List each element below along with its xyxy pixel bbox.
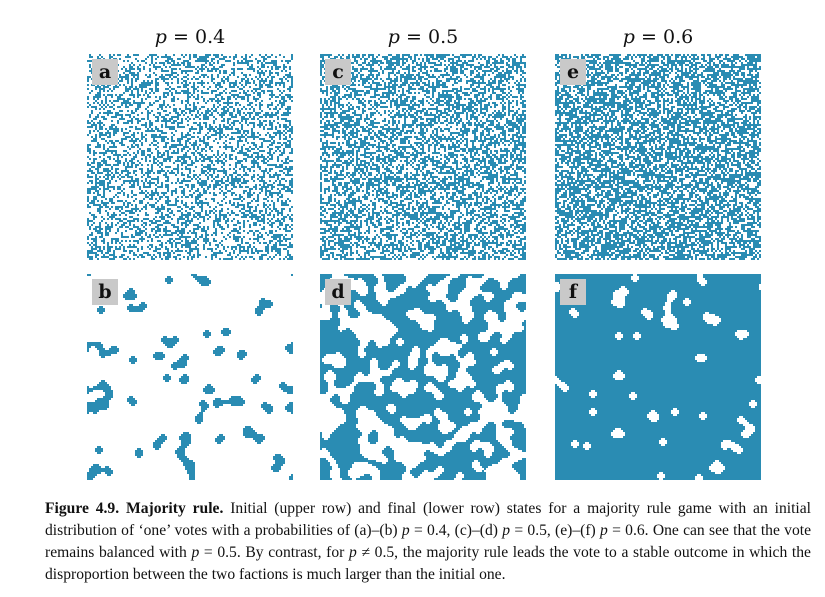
caption-title: Majority rule. — [126, 500, 224, 517]
caption-text: = 0.5, (e)–(f) — [514, 522, 596, 539]
panel-label: e — [560, 59, 586, 85]
lattice-image — [555, 274, 761, 480]
panel-label: b — [92, 279, 118, 305]
panel-label: d — [325, 279, 351, 305]
panel-d-final-state: d — [320, 274, 526, 480]
p-symbol: p — [600, 522, 608, 539]
caption-text: Initial (upper row) and final (lower row… — [45, 500, 811, 539]
p-symbol: p — [622, 26, 635, 48]
lattice-image — [87, 274, 293, 480]
panel-b-final-state: b — [87, 274, 293, 480]
column-header-p-0.4: p = 0.4 — [87, 26, 293, 48]
p-symbol: p — [349, 544, 357, 561]
p-value: 0.5 — [427, 26, 459, 48]
lattice-image — [87, 54, 293, 260]
panel-f-final-state: f — [555, 274, 761, 480]
column-header-p-0.5: p = 0.5 — [320, 26, 526, 48]
p-symbol: p — [191, 544, 200, 561]
panel-a-initial-state: a — [87, 54, 293, 260]
panel-label: a — [92, 59, 118, 85]
p-value: 0.4 — [194, 26, 226, 48]
lattice-image — [320, 54, 526, 260]
caption-text: = 0.6. One can see that the vote remains… — [45, 522, 811, 561]
caption-text: ≠ 0.5, the majority rule leads the vote … — [45, 544, 811, 583]
p-symbol: p — [401, 522, 410, 539]
equals-sign: = — [406, 26, 422, 48]
panel-c-initial-state: c — [320, 54, 526, 260]
equals-sign: = — [641, 26, 657, 48]
lattice-image — [555, 54, 761, 260]
p-value: 0.6 — [662, 26, 694, 48]
lattice-image — [320, 274, 526, 480]
column-header-p-0.6: p = 0.6 — [555, 26, 761, 48]
p-symbol: p — [502, 522, 511, 539]
panel-label: c — [325, 59, 351, 85]
panel-e-initial-state: e — [555, 54, 761, 260]
panel-label: f — [560, 279, 586, 305]
figure-label: Figure 4.9. — [45, 500, 120, 517]
p-symbol: p — [387, 26, 400, 48]
figure-caption: Figure 4.9. Majority rule. Initial (uppe… — [45, 498, 811, 586]
caption-text: = 0.4, (c)–(d) — [413, 522, 498, 539]
caption-text: = 0.5. By contrast, for — [203, 544, 345, 561]
p-symbol: p — [154, 26, 167, 48]
equals-sign: = — [173, 26, 189, 48]
